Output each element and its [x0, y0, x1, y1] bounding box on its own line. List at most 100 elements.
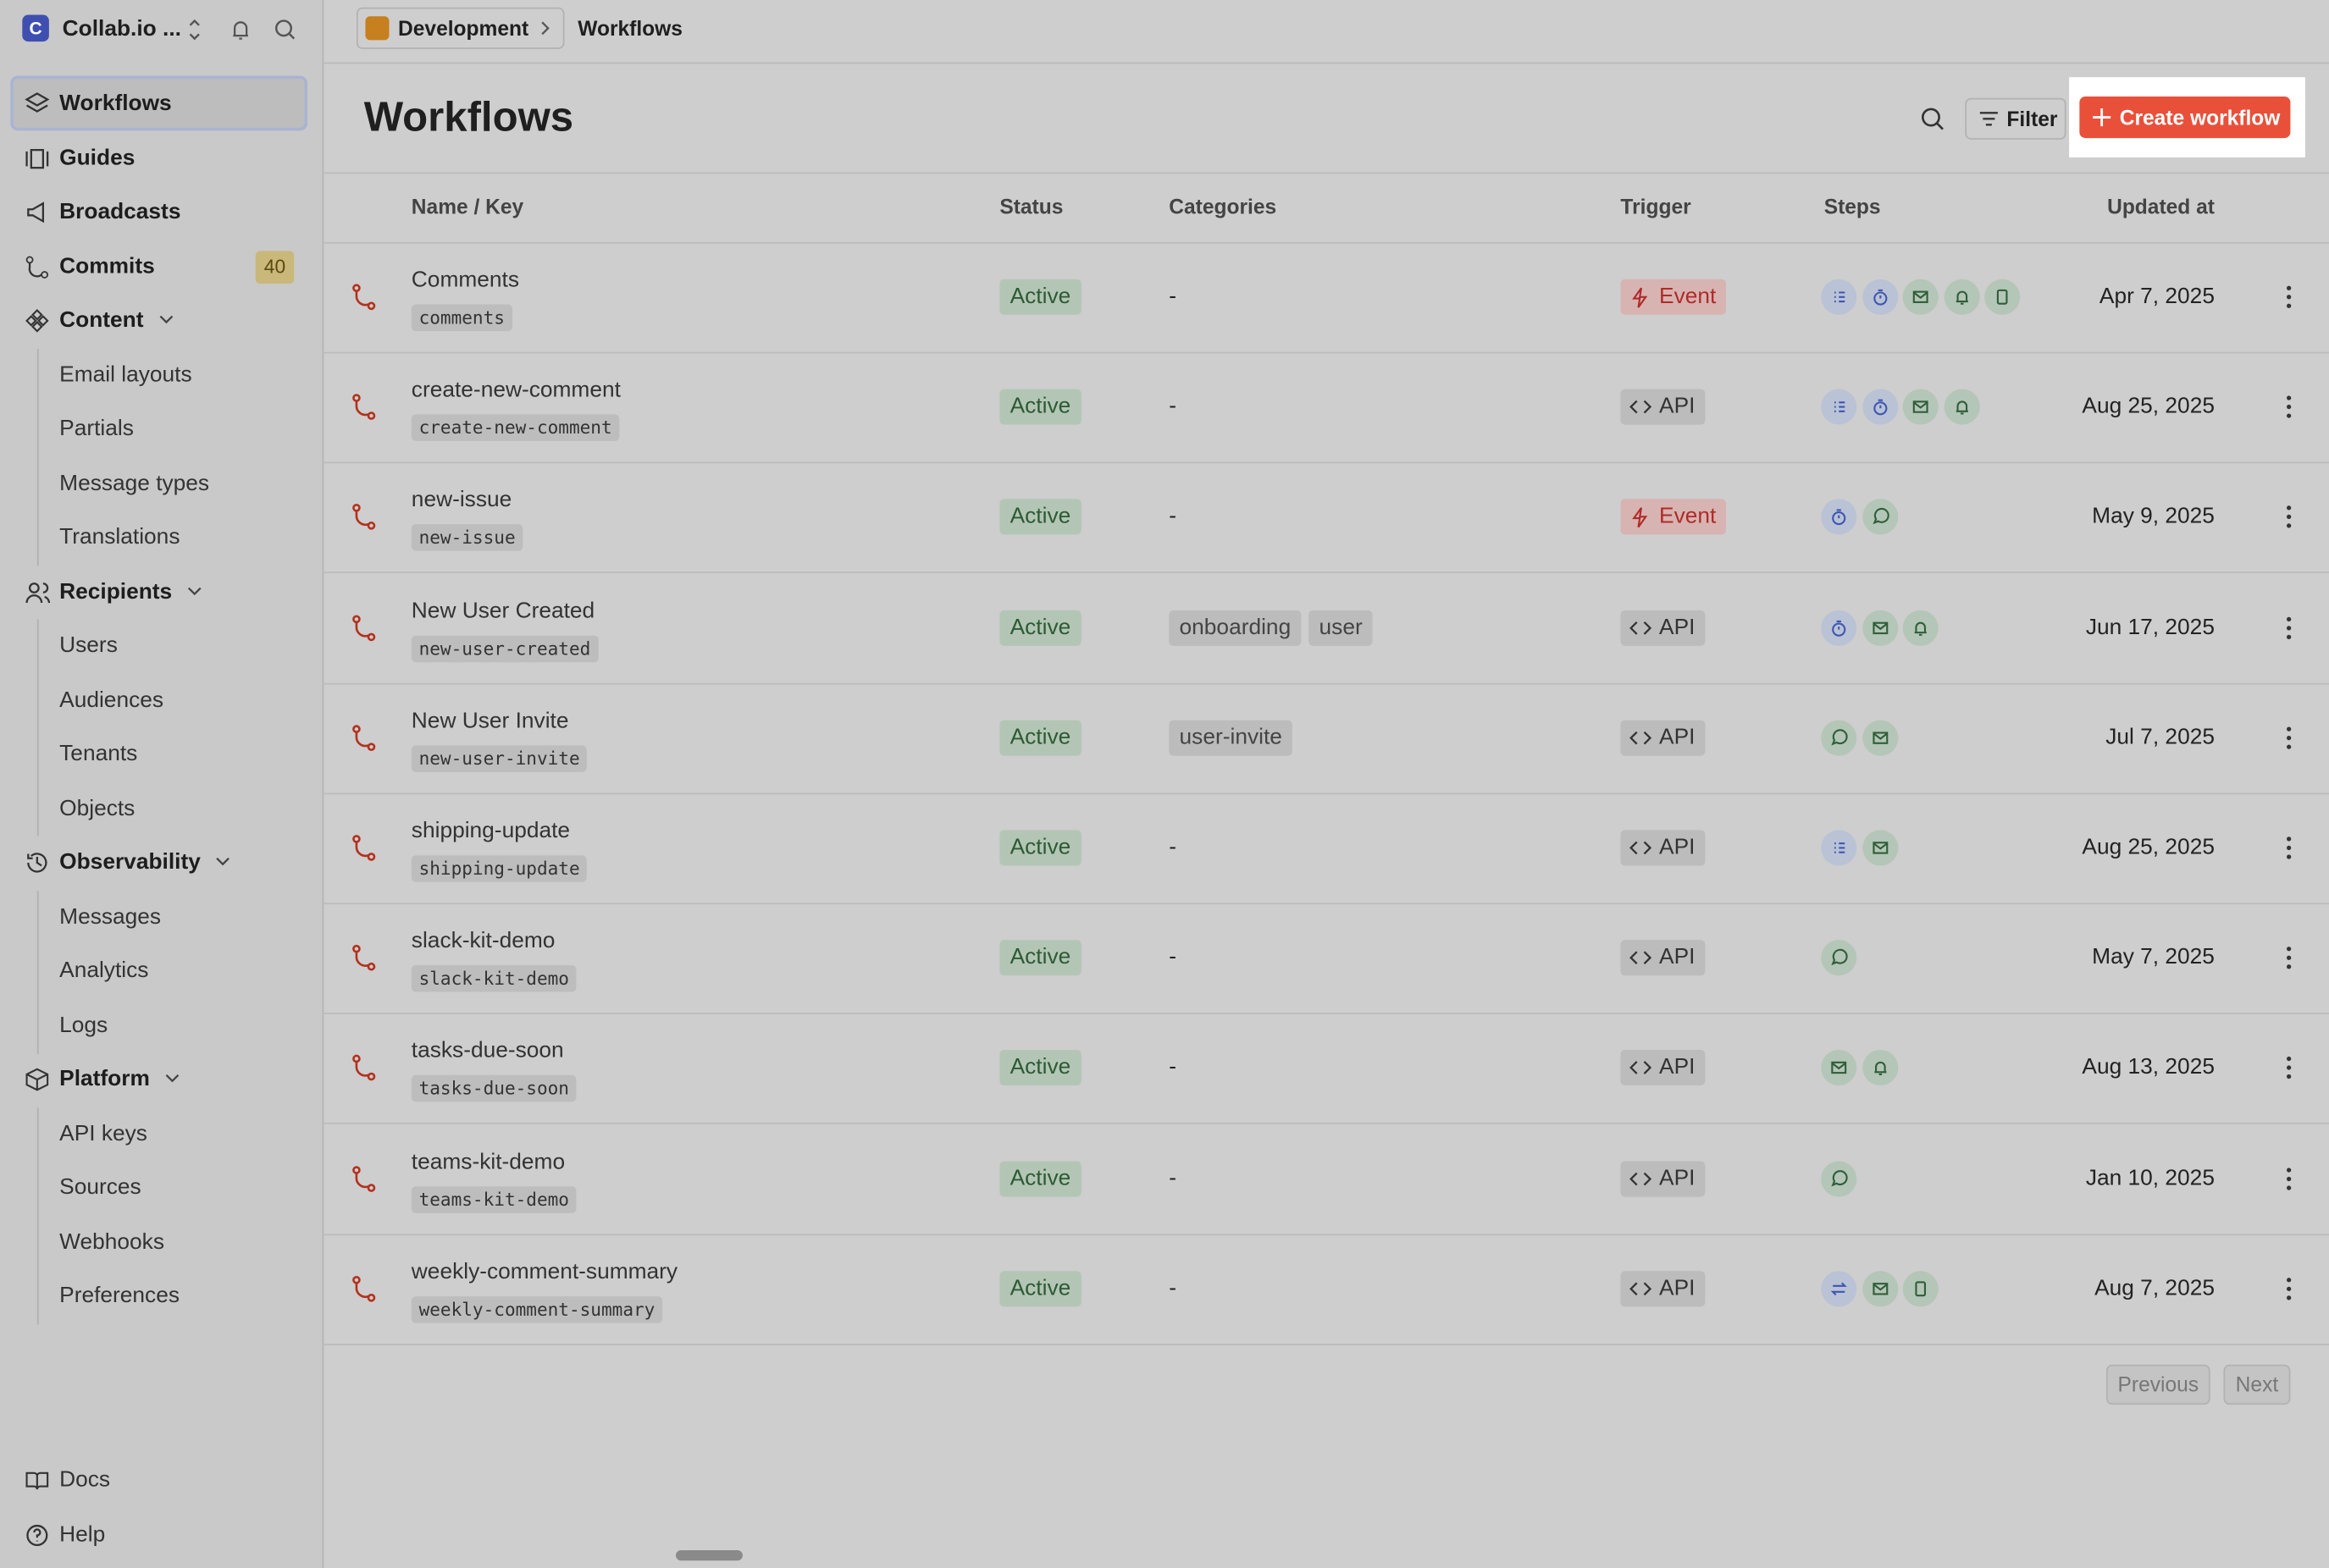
search-button[interactable] — [1921, 107, 1945, 130]
nav-section[interactable]: Observability — [59, 849, 201, 875]
category-empty: - — [1169, 834, 1177, 860]
nav-item[interactable]: Audiences — [59, 687, 164, 712]
trigger-label: API — [1659, 394, 1696, 419]
workflow-name[interactable]: shipping-update — [411, 818, 571, 844]
workflow-name[interactable]: new-issue — [411, 487, 512, 513]
nav-item[interactable]: Messages — [59, 903, 162, 930]
workflow-key: tasks-due-soon — [411, 1075, 577, 1103]
nav-item[interactable]: Preferences — [59, 1283, 180, 1309]
nav-item[interactable]: API keys — [59, 1120, 147, 1146]
nav-icon — [25, 1068, 49, 1091]
trigger-icon — [1629, 1172, 1652, 1185]
workflow-name[interactable]: New User Created — [411, 598, 595, 623]
workflow-key: weekly-comment-summary — [411, 1295, 663, 1323]
updated-at: Apr 7, 2025 — [2099, 283, 2215, 309]
workflow-name[interactable]: tasks-due-soon — [411, 1038, 564, 1064]
workflow-key: teams-kit-demo — [411, 1185, 577, 1213]
previous-button[interactable]: Previous — [2105, 1364, 2210, 1405]
nav-section[interactable]: Platform — [59, 1066, 150, 1092]
filter-label: Filter — [2006, 107, 2058, 131]
step-icon — [1821, 279, 1857, 315]
nav-section[interactable]: Workflows — [59, 90, 172, 116]
nav-item[interactable]: Partials — [59, 416, 134, 441]
nav-section[interactable]: Commits — [59, 253, 155, 279]
column-header: Trigger — [1620, 194, 1691, 218]
row-divider — [324, 792, 2329, 794]
category-empty: - — [1169, 1275, 1177, 1300]
row-divider — [324, 571, 2329, 574]
workflow-key: new-user-invite — [411, 745, 588, 772]
filter-button[interactable]: Filter — [1965, 97, 2066, 140]
updated-at: May 9, 2025 — [2092, 504, 2215, 530]
workflow-icon — [352, 1055, 376, 1082]
workflow-name[interactable]: teams-kit-demo — [411, 1148, 566, 1174]
nav-item[interactable]: Tenants — [59, 741, 138, 766]
updated-at: May 7, 2025 — [2092, 944, 2215, 970]
row-divider — [324, 1343, 2329, 1345]
nav-section[interactable]: Guides — [59, 144, 136, 170]
workflow-name[interactable]: Comments — [411, 267, 520, 293]
row-menu — [2287, 726, 2292, 749]
divider — [324, 172, 2329, 174]
row-menu — [2287, 505, 2292, 529]
nav-section[interactable]: Recipients — [59, 578, 173, 604]
trigger-label: API — [1659, 614, 1696, 640]
nav-item[interactable]: Translations — [59, 524, 180, 549]
step-icon — [1943, 279, 1979, 315]
nav-icon — [25, 92, 50, 113]
next-button[interactable]: Next — [2223, 1364, 2291, 1405]
filter-icon — [1979, 112, 1998, 126]
workflow-icon — [352, 614, 376, 641]
create-label: Create workflow — [2119, 105, 2281, 130]
nav-section[interactable]: Content — [59, 307, 144, 333]
step-icon — [1821, 940, 1857, 976]
trigger-chip: API — [1620, 940, 1706, 976]
row-divider — [324, 682, 2329, 684]
row-divider — [324, 903, 2329, 905]
trigger-label: API — [1659, 724, 1696, 750]
nav-section[interactable]: Broadcasts — [59, 199, 181, 224]
nav-item[interactable]: Sources — [59, 1174, 141, 1201]
workflow-key: comments — [411, 304, 512, 332]
workflow-name[interactable]: slack-kit-demo — [411, 928, 556, 954]
env-icon — [365, 16, 390, 41]
nav-item[interactable]: Webhooks — [59, 1228, 164, 1255]
status-chip: Active — [999, 1160, 1082, 1196]
workflow-name[interactable]: New User Invite — [411, 708, 569, 734]
column-header: Steps — [1823, 194, 1881, 218]
trigger-chip: API — [1620, 1160, 1706, 1196]
nav-item[interactable]: Email layouts — [59, 362, 192, 387]
breadcrumb-item[interactable]: Workflows — [578, 16, 683, 41]
workflow-name[interactable]: weekly-comment-summary — [411, 1258, 678, 1284]
footer-link[interactable]: Help — [59, 1521, 106, 1547]
nav-item[interactable]: Analytics — [59, 958, 149, 984]
workflow-name[interactable]: create-new-comment — [411, 377, 621, 403]
nav-item[interactable]: Message types — [59, 470, 210, 495]
step-icon — [1862, 830, 1898, 866]
row-menu — [2287, 947, 2292, 969]
nav-item[interactable]: Objects — [59, 795, 136, 820]
trigger-icon — [1629, 841, 1652, 855]
row-menu — [2287, 1057, 2292, 1079]
breadcrumb-root[interactable]: Development — [356, 7, 565, 49]
status-chip: Active — [999, 279, 1082, 315]
trigger-label: API — [1659, 944, 1696, 970]
category-empty: - — [1169, 283, 1177, 309]
category-empty: - — [1169, 1165, 1177, 1190]
create-button[interactable]: Create workflow — [2079, 96, 2291, 139]
step-icon — [1821, 610, 1857, 646]
step-icon — [1862, 279, 1898, 315]
step-icon — [1902, 610, 1939, 646]
trigger-chip: Event — [1620, 279, 1727, 315]
row-menu — [2287, 836, 2292, 859]
workspace-name[interactable]: Collab.io ... — [62, 16, 181, 42]
workflow-icon — [352, 394, 376, 421]
footer-link[interactable]: Docs — [59, 1466, 111, 1493]
status-chip: Active — [999, 1270, 1082, 1307]
updated-at: Aug 25, 2025 — [2082, 834, 2215, 860]
sidebar: C Collab.io ... Workflows Guides Broadcast… — [0, 0, 324, 1568]
nav-item[interactable]: Users — [59, 632, 118, 658]
nav-item[interactable]: Logs — [59, 1012, 108, 1038]
nav-icon — [25, 255, 48, 278]
